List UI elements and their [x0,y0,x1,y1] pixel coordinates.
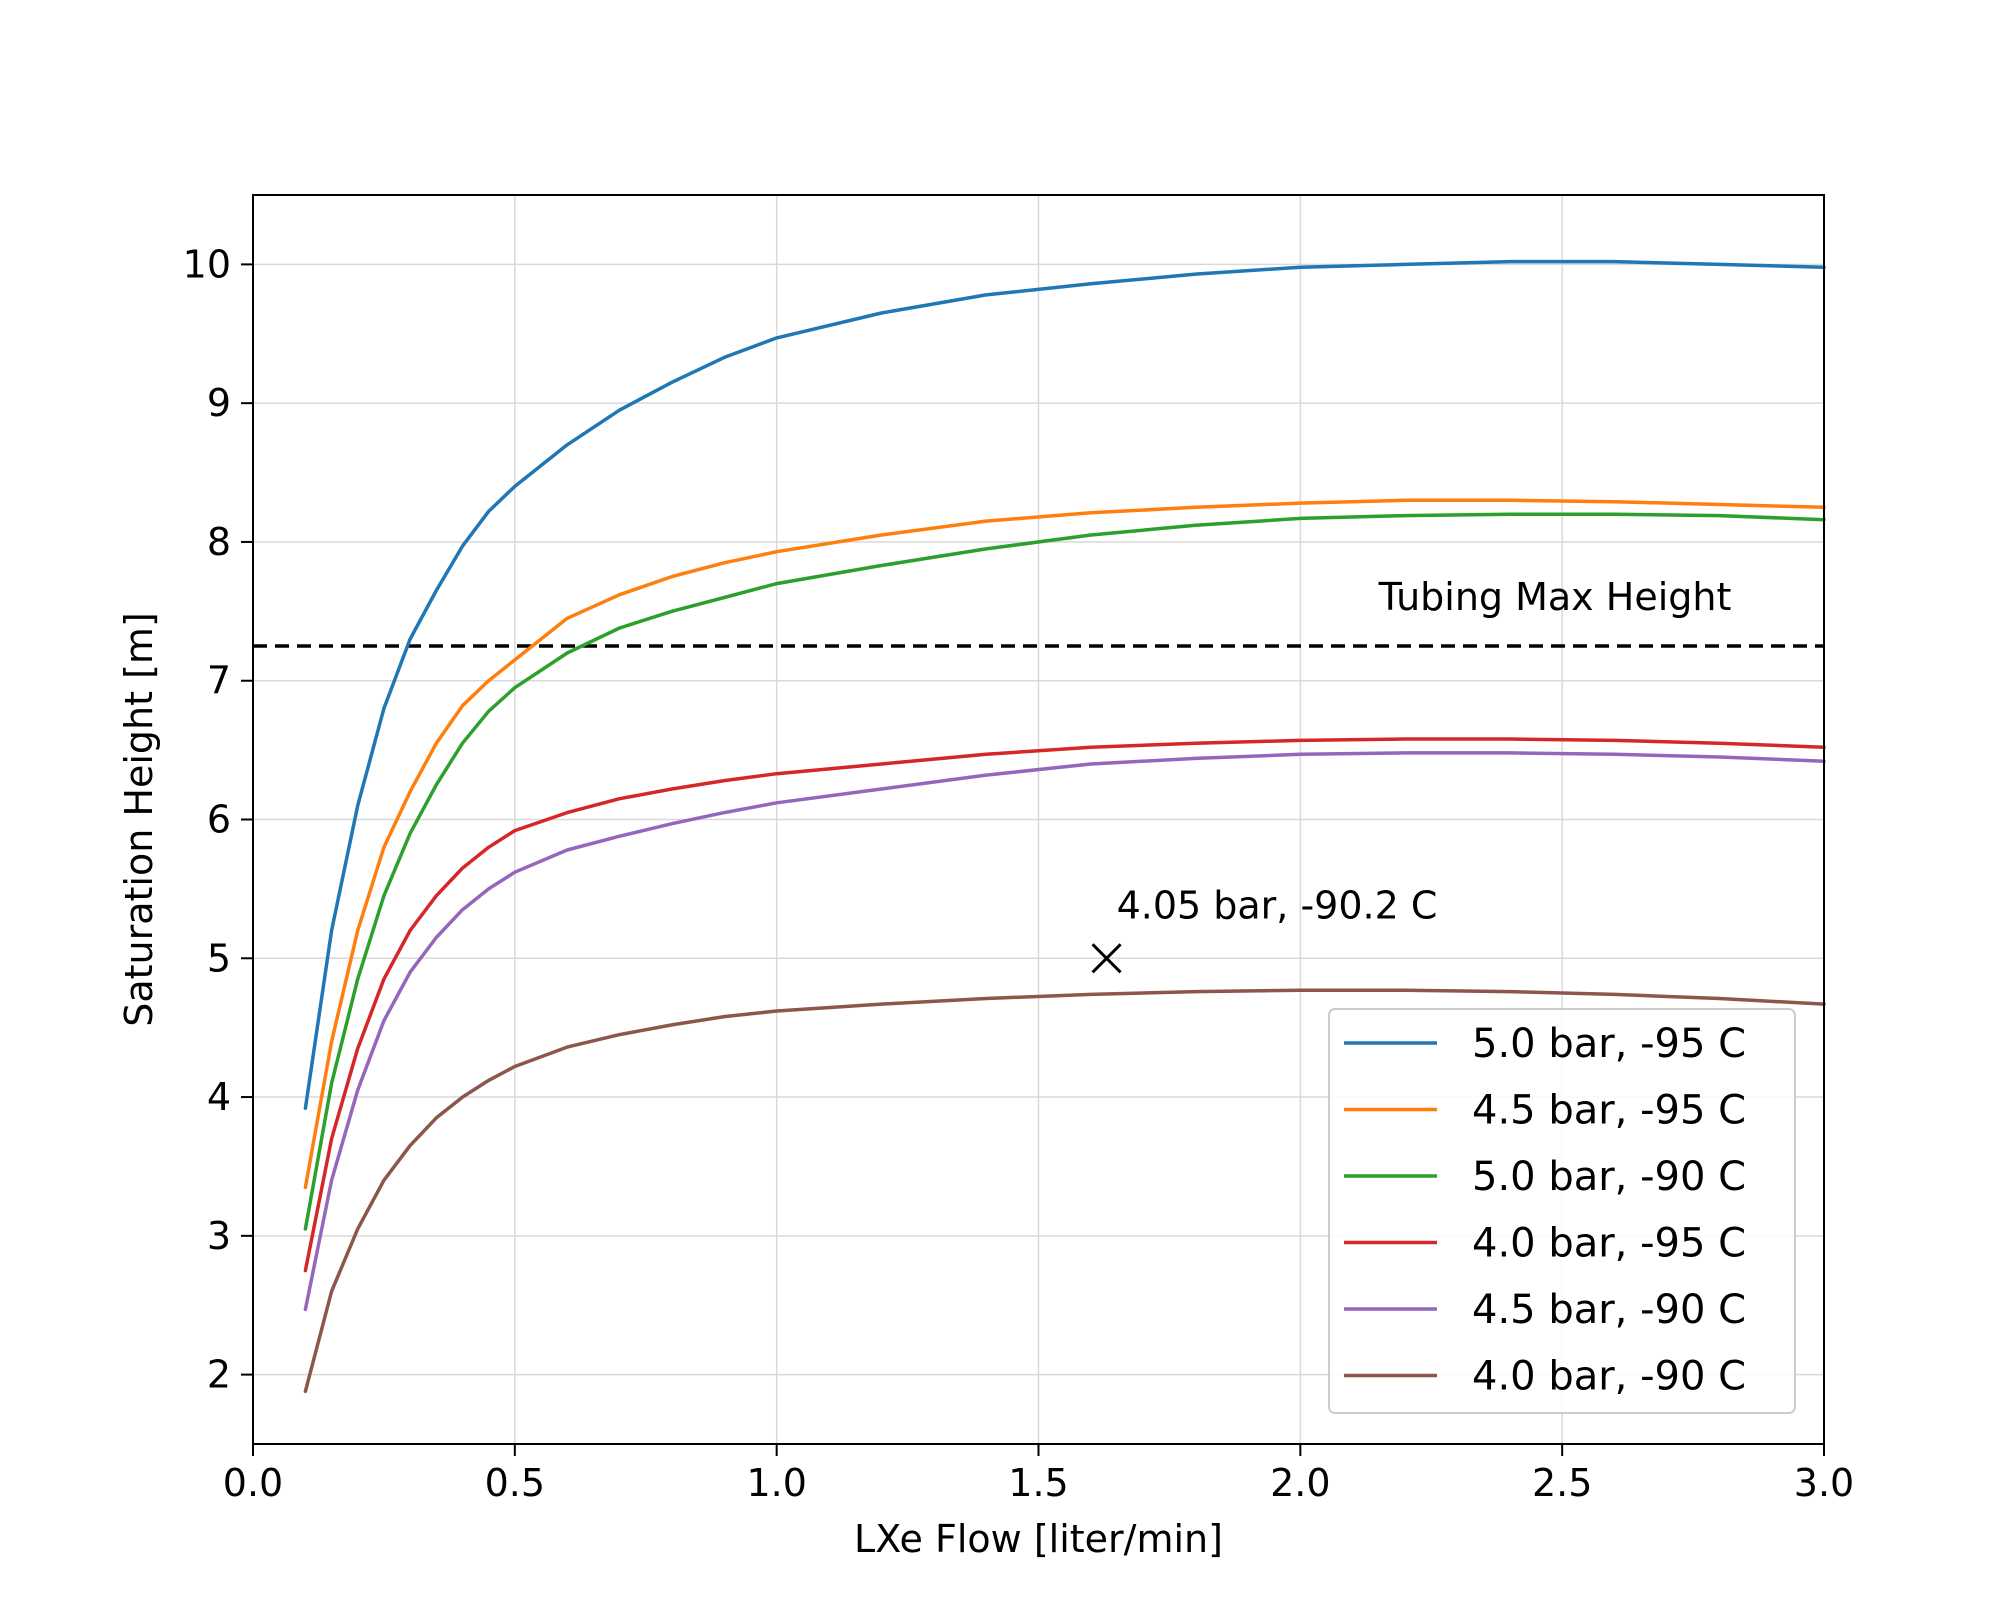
y-tick-label: 9 [207,381,231,425]
legend-label: 5.0 bar, -90 C [1472,1154,1746,1200]
x-tick-label: 2.0 [1270,1461,1330,1505]
y-tick-label: 2 [207,1353,231,1397]
legend-label: 5.0 bar, -95 C [1472,1021,1746,1067]
y-tick-label: 3 [207,1214,231,1258]
x-tick-label: 0.5 [485,1461,545,1505]
tick-layer: 0.0 0.5 1.0 1.5 2.0 2.5 3.0 2 3 4 5 6 7 8 9 10 [183,242,1855,1505]
x-tick-label: 1.5 [1008,1461,1068,1505]
x-tick-label: 2.5 [1532,1461,1592,1505]
series-layer [303,259,1826,1394]
y-tick-label: 5 [207,936,231,980]
series-line [303,988,1826,1394]
y-tick-label: 7 [207,659,231,703]
legend-label: 4.5 bar, -90 C [1472,1287,1746,1333]
x-tick-label: 1.0 [746,1461,806,1505]
series-line [303,751,1826,1312]
legend: 5.0 bar, -95 C 4.5 bar, -95 C 5.0 bar, -90… [1328,1008,1796,1414]
y-tick-label: 4 [207,1075,231,1119]
x-axis-label: LXe Flow [liter/min] [854,1517,1223,1561]
series-line [303,737,1826,1273]
x-tick-label: 0.0 [223,1461,283,1505]
reference-line-label: Tubing Max Height [1378,575,1732,619]
legend-label: 4.5 bar, -95 C [1472,1088,1746,1134]
marker-x-stroke [1091,943,1122,974]
x-tick-label: 3.0 [1794,1461,1854,1505]
series-line [303,259,1826,1110]
legend-label: 4.0 bar, -95 C [1472,1221,1746,1267]
y-tick-label: 6 [207,798,231,842]
y-axis-label: Saturation Height [m] [117,612,161,1027]
marker-layer [1091,943,1122,974]
marker-label: 4.05 bar, -90.2 C [1117,883,1438,927]
legend-box [1328,1008,1796,1414]
series-line [303,512,1826,1231]
series-line [303,498,1826,1190]
legend-label: 4.0 bar, -90 C [1472,1354,1746,1400]
y-tick-label: 10 [183,242,231,286]
y-tick-label: 8 [207,520,231,564]
